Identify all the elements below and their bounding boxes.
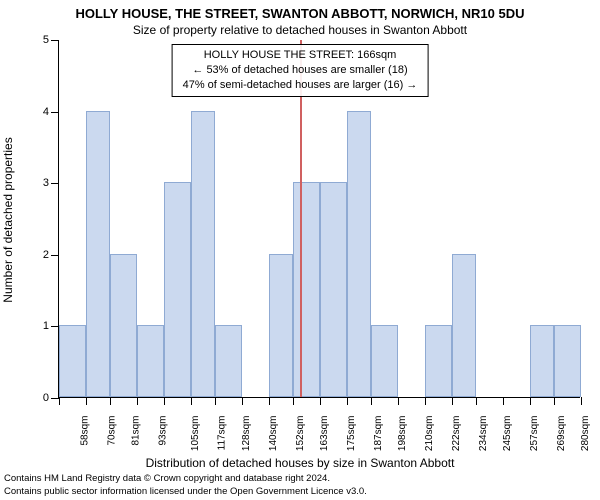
x-tick-label: 269sqm xyxy=(556,416,567,452)
y-tick xyxy=(51,40,59,41)
y-tick xyxy=(51,398,59,399)
x-tick-label: 117sqm xyxy=(216,416,227,451)
footer-line-1: Contains HM Land Registry data © Crown c… xyxy=(4,473,367,485)
y-tick-label: 1 xyxy=(35,320,49,332)
info-box: HOLLY HOUSE THE STREET: 166sqm ← 53% of … xyxy=(172,44,429,97)
y-tick-label: 3 xyxy=(35,177,49,189)
x-tick xyxy=(269,397,270,405)
x-tick-label: 58sqm xyxy=(80,416,91,446)
histogram-bar xyxy=(347,111,372,397)
histogram-bar xyxy=(452,254,477,397)
x-tick-label: 152sqm xyxy=(295,416,306,452)
chart-container: HOLLY HOUSE, THE STREET, SWANTON ABBOTT,… xyxy=(0,0,600,500)
x-tick-label: 245sqm xyxy=(502,416,513,452)
footer: Contains HM Land Registry data © Crown c… xyxy=(4,473,367,498)
footer-line-2: Contains public sector information licen… xyxy=(4,486,367,498)
histogram-bar xyxy=(86,111,111,397)
x-tick-label: 70sqm xyxy=(106,416,117,446)
title-main: HOLLY HOUSE, THE STREET, SWANTON ABBOTT,… xyxy=(0,0,600,21)
x-tick-label: 128sqm xyxy=(241,416,252,452)
x-tick xyxy=(554,397,555,405)
y-tick xyxy=(51,255,59,256)
x-tick xyxy=(530,397,531,405)
x-tick xyxy=(137,397,138,405)
x-tick xyxy=(110,397,111,405)
x-tick xyxy=(347,397,348,405)
x-tick xyxy=(503,397,504,405)
x-tick xyxy=(86,397,87,405)
histogram-bar xyxy=(554,325,581,397)
info-line-3: 47% of semi-detached houses are larger (… xyxy=(183,78,418,93)
x-tick-label: 198sqm xyxy=(397,416,408,452)
x-tick-label: 234sqm xyxy=(478,416,489,452)
y-tick xyxy=(51,112,59,113)
x-tick xyxy=(293,397,294,405)
histogram-bar xyxy=(215,325,242,397)
x-tick-label: 187sqm xyxy=(373,416,384,452)
x-tick-label: 81sqm xyxy=(131,416,142,446)
y-tick xyxy=(51,326,59,327)
info-line-1: HOLLY HOUSE THE STREET: 166sqm xyxy=(183,48,418,63)
title-sub: Size of property relative to detached ho… xyxy=(0,21,600,37)
histogram-bar xyxy=(293,182,320,397)
histogram-bar xyxy=(110,254,137,397)
x-tick xyxy=(320,397,321,405)
histogram-bar xyxy=(320,182,347,397)
x-tick-label: 175sqm xyxy=(346,416,357,452)
x-tick-label: 257sqm xyxy=(529,416,540,452)
x-tick-label: 105sqm xyxy=(190,416,201,452)
histogram-bar xyxy=(137,325,164,397)
x-tick-label: 93sqm xyxy=(158,416,169,446)
histogram-bar xyxy=(425,325,452,397)
x-tick xyxy=(242,397,243,405)
x-tick-label: 163sqm xyxy=(319,416,330,452)
x-tick xyxy=(476,397,477,405)
histogram-bar xyxy=(191,111,216,397)
histogram-bar xyxy=(164,182,191,397)
x-tick-label: 280sqm xyxy=(580,416,591,452)
x-tick xyxy=(581,397,582,405)
x-tick xyxy=(371,397,372,405)
y-tick-label: 0 xyxy=(35,392,49,404)
y-axis-label: Number of detached properties xyxy=(1,137,15,302)
y-tick-label: 4 xyxy=(35,106,49,118)
histogram-bar xyxy=(530,325,555,397)
x-tick xyxy=(452,397,453,405)
x-axis-label: Distribution of detached houses by size … xyxy=(146,456,455,470)
x-tick xyxy=(164,397,165,405)
x-tick-label: 222sqm xyxy=(451,416,462,452)
info-line-2: ← 53% of detached houses are smaller (18… xyxy=(183,63,418,78)
histogram-bar xyxy=(59,325,86,397)
x-tick-label: 210sqm xyxy=(424,416,435,452)
x-tick xyxy=(59,397,60,405)
y-tick xyxy=(51,183,59,184)
y-tick-label: 5 xyxy=(35,34,49,46)
histogram-bar xyxy=(371,325,398,397)
x-tick xyxy=(191,397,192,405)
x-tick-label: 140sqm xyxy=(268,416,279,452)
y-tick-label: 2 xyxy=(35,249,49,261)
histogram-bar xyxy=(269,254,294,397)
x-tick xyxy=(425,397,426,405)
x-tick xyxy=(215,397,216,405)
x-tick xyxy=(398,397,399,405)
